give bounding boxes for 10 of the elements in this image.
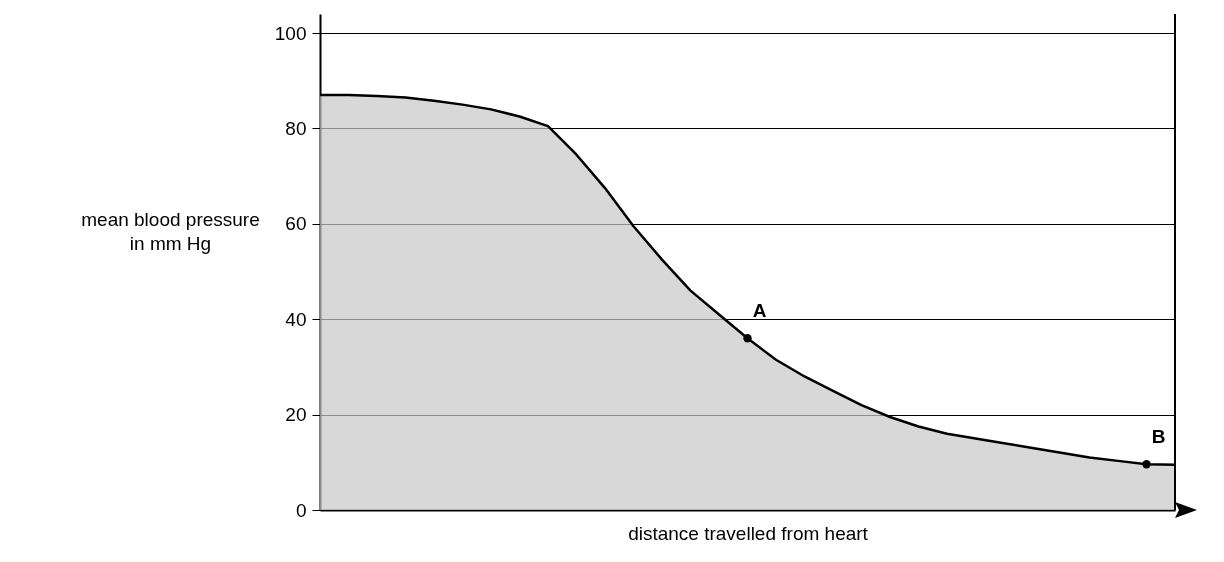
y-tick-label: 60 — [285, 213, 307, 235]
y-tick-label: 100 — [274, 22, 307, 44]
y-tick-label: 20 — [285, 404, 307, 426]
annotation: B — [1151, 426, 1166, 448]
annotation: A — [752, 300, 767, 322]
y-axis-title: mean blood pressure in mm Hg — [81, 208, 260, 254]
y-tick-label: 0 — [295, 499, 307, 521]
y-tick-label: 80 — [285, 117, 307, 139]
y-tick-label: 40 — [285, 308, 307, 330]
x-axis-title: distance travelled from heart — [628, 522, 869, 544]
